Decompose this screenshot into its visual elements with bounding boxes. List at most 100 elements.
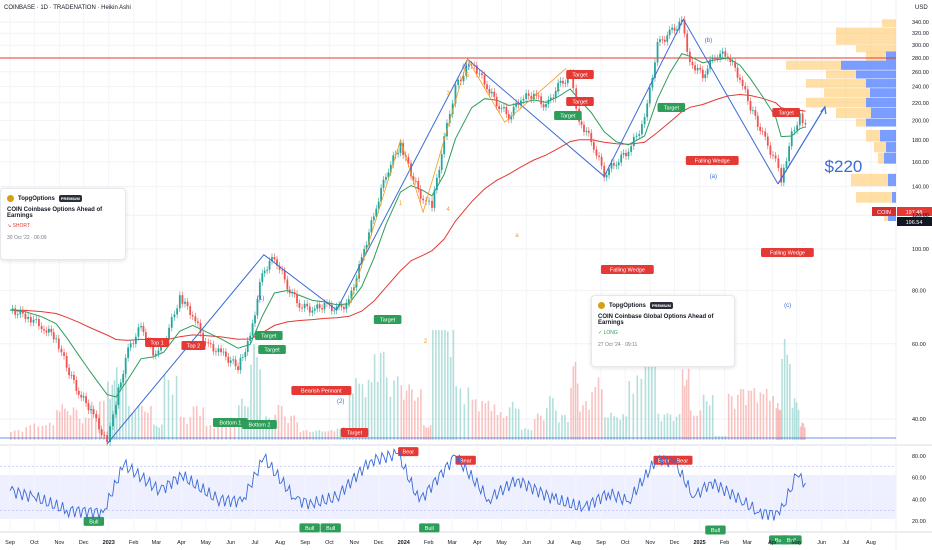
candle-body [625,152,627,157]
pattern-label-falling-wedge-3-bg [761,248,814,257]
volume-bar [318,429,321,440]
time-tick-label: 2024 [398,540,411,546]
candle-body [431,200,433,208]
candle-body [227,356,230,363]
candle-body [648,87,651,104]
time-tick-label: Oct [325,540,334,546]
candle-body [517,102,520,106]
candle-body [407,157,410,164]
candle-body [144,332,147,341]
price-axis: 340.00 320.00 300.00 280.00 260.00 240.00 220.… [912,20,929,525]
candle-body [313,308,316,311]
annotations: Top 1 Top 2 Bottom 1 Bottom 2 Bearish Pennan… [83,38,932,545]
candle-body [691,62,694,66]
pattern-label-target-7-bg [772,108,800,117]
candle-body [663,39,666,42]
volume-bar [775,408,778,440]
arrow-head-icon [820,105,827,115]
candle-body [239,357,242,371]
candle-body [360,257,363,265]
idea-card-long[interactable]: TopgOptions PREMIUM COIN Coinbase Global… [591,295,735,367]
rsi-tick-label: 40.00 [912,497,926,503]
volume-bar [536,413,539,440]
candle-body [422,198,425,201]
time-tick-label: May [496,540,507,546]
pattern-label-bottom-1: Bottom 1 [219,421,241,427]
candle-body [656,41,659,63]
candle-body [181,295,184,304]
symbol-title: COINBASE · 1D · TRADENATION · Heikin Ash… [4,5,131,11]
volume-bar [348,386,351,440]
candle-body [617,162,620,166]
candle-body [608,168,610,176]
candle-body [462,75,465,82]
volume-bar [217,426,219,440]
candle-body [661,39,664,41]
volume-bar [192,406,195,440]
volume-bar [619,419,621,440]
candle-body [500,108,503,110]
volume-bar [299,432,302,440]
volume-profile-bar [836,107,871,119]
pattern-label-target-5-bg [566,97,594,106]
volume-bar [45,425,47,440]
candle-body [793,130,796,132]
volume-bar [481,400,483,440]
candle-body [525,93,528,99]
volume-profile-bar [888,173,896,187]
candle-body [488,89,491,94]
candle-body [622,152,625,155]
volume-bar [487,400,490,440]
candle-body [414,180,417,182]
candle-body [382,179,385,188]
idea-title: COIN Coinbase Global Options Ahead of Ea… [598,314,714,326]
volume-bar [594,387,597,440]
candle-body [365,244,368,250]
volume-bar [669,414,672,440]
time-tick-label: Apr [177,540,186,546]
volume-bar [420,389,422,440]
volume-bar [689,410,692,440]
volume-bar [414,400,416,440]
candle-body [370,220,373,233]
candle-body [308,306,311,313]
candle-body [486,84,488,90]
volume-bar [400,385,403,440]
pattern-label-target-8: Target [264,348,280,354]
candle-body [330,304,333,312]
pattern-label-target-5: Target [572,100,588,106]
volume-bar [508,407,511,440]
price-tick-label: 40.00 [912,417,926,423]
volume-profile-bar [870,88,896,98]
candle-body [95,414,98,419]
idea-date: 30 Oct '22 · 06:09 [7,235,47,241]
volume-bar [250,364,252,440]
volume-bar [582,405,584,440]
candle-body [234,359,237,367]
volume-bar [109,399,111,440]
volume-bar [558,422,560,440]
candle-body [612,163,615,166]
idea-card-short[interactable]: TopgOptions PREMIUM COIN Coinbase Option… [0,188,126,260]
pattern-label-falling-wedge-2: Falling Wedge [695,159,730,165]
time-tick-label: Dec [670,540,680,546]
volume-bar [793,398,796,440]
volume-bar [115,367,118,440]
volume-bar [352,393,354,440]
time-tick-label: Oct [621,540,630,546]
volume-bar [144,411,146,440]
volume-profile-bar [824,88,870,98]
candle-body [547,99,550,105]
candle-body [666,35,669,42]
volume-bar [90,401,93,440]
volume-profile-bar [866,129,880,142]
volume-bar [542,420,545,440]
volume-bar [474,399,477,440]
pattern-label-target-8-bg [258,345,286,354]
volume-bar [167,380,170,440]
candle-body [117,387,120,406]
volume-bar [324,431,327,440]
volume-bar [268,418,270,440]
volume-bar [205,426,208,440]
